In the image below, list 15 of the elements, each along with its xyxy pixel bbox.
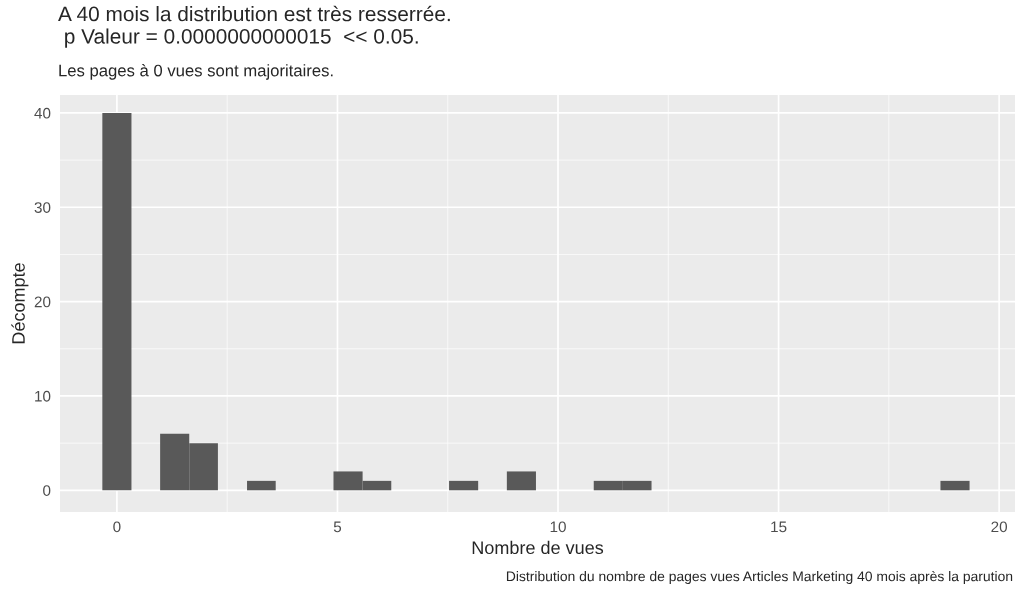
y-axis-title: Décompte (11, 263, 29, 344)
y-tick-label: 40 (34, 107, 51, 119)
text: Distribution du nombre de pages vues Articles Marketing 40 mois après la parution (506, 570, 1013, 584)
x-tick-label: 15 (771, 521, 787, 533)
x-tick-label: 20 (991, 521, 1008, 533)
y-tick-label: 0 (43, 485, 51, 496)
x-tick-label: 0 (113, 521, 121, 533)
y-tick-label: 30 (34, 202, 51, 213)
x-tick-label: 5 (333, 521, 342, 533)
x-tick-label: 10 (550, 521, 566, 533)
y-tick-label: 20 (34, 296, 51, 308)
x-axis-title: Nombre de vues (472, 540, 604, 555)
chart-subtitle: Les pages à 0 vues sont majoritaires. (59, 64, 333, 80)
y-tick-label: 10 (35, 390, 51, 402)
chart-title: A 40 mois la distribution est très resserrée. p Valeur = 0.0000000000015 << 0.05. (58, 5, 450, 48)
